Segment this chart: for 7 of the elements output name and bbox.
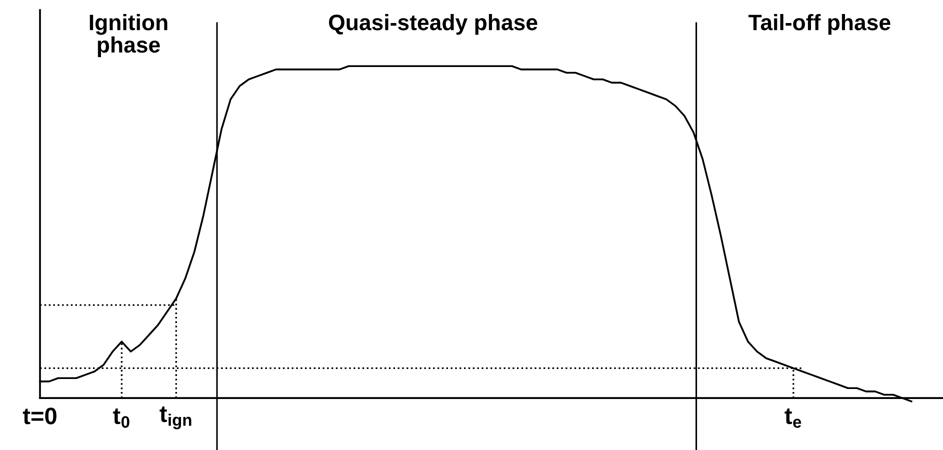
- text: Tail-off phase: [748, 14, 890, 35]
- x-tick-label: t=0: [22, 408, 56, 424]
- text: Ignition phase: [90, 14, 168, 58]
- x-tick-label: t$_{0}$: [113, 408, 130, 428]
- text: Quasi-steady phase: [328, 14, 538, 35]
- x-tick-label: t$_{e}$: [784, 408, 802, 428]
- x-tick-label: t$_{ign}$: [160, 406, 192, 430]
